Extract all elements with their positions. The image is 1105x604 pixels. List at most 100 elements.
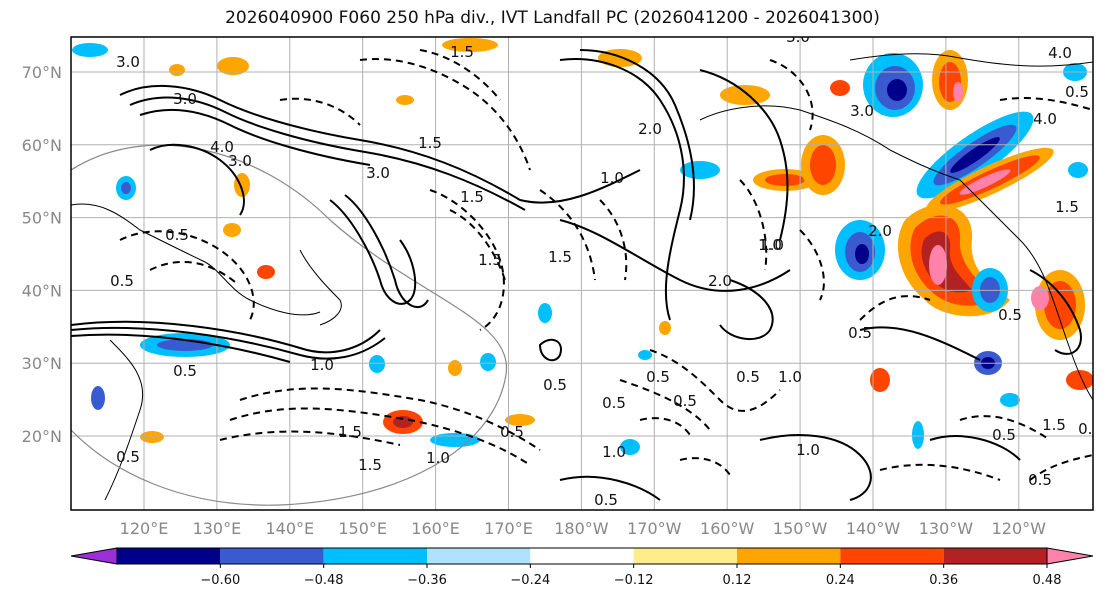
lon-label: 150°E bbox=[338, 519, 387, 538]
shade-blob bbox=[620, 439, 640, 455]
colorbar-tick-label: −0.48 bbox=[304, 573, 344, 588]
contour-label: 4.0 bbox=[1033, 110, 1057, 128]
contour-label: 4.0 bbox=[210, 138, 234, 156]
contour-label: 1.0 bbox=[426, 449, 450, 467]
contour-label: 1.5 bbox=[450, 43, 474, 61]
lon-label: 160°E bbox=[411, 519, 460, 538]
contour-label: 4.0 bbox=[1048, 44, 1072, 62]
colorbar-swatch bbox=[737, 548, 841, 564]
contour-label: 3.0 bbox=[366, 164, 390, 182]
shade-blob bbox=[538, 303, 552, 323]
contour-label: 1.0 bbox=[760, 236, 784, 254]
map-title: 2026040900 F060 250 hPa div., IVT Landfa… bbox=[225, 8, 880, 28]
contour-label: 0.5 bbox=[673, 392, 697, 410]
shade-blob bbox=[870, 368, 890, 392]
contour-label: 1.0 bbox=[310, 356, 334, 374]
colorbar-tick-label: −0.12 bbox=[614, 573, 654, 588]
shade-blob bbox=[1066, 370, 1093, 390]
lon-label: 170°W bbox=[627, 519, 682, 538]
lat-label-60n: 60°N bbox=[22, 136, 62, 155]
shade-blob bbox=[950, 137, 1000, 173]
contour-label: 1.5 bbox=[1055, 198, 1079, 216]
contour-label: 1.0 bbox=[778, 368, 802, 386]
lat-label-70n: 70°N bbox=[22, 63, 62, 82]
shade-blob bbox=[91, 386, 105, 410]
shade-blob bbox=[480, 353, 496, 371]
lon-label: 180°W bbox=[554, 519, 609, 538]
contour-label: 0.5 bbox=[1065, 83, 1089, 101]
contour-label: 0.5 bbox=[165, 226, 189, 244]
colorbar-tick-label: 0.24 bbox=[826, 573, 855, 588]
shade-blob bbox=[396, 95, 414, 105]
shade-blob bbox=[121, 182, 131, 194]
contour-label: 1.5 bbox=[338, 423, 362, 441]
colorbar-frame bbox=[116, 547, 1048, 565]
contour-label: 0.5 bbox=[998, 306, 1022, 324]
shade-blob bbox=[638, 350, 652, 360]
contour-label: 1.5 bbox=[358, 456, 382, 474]
contour-label: 0.5 bbox=[848, 324, 872, 342]
lat-label-20n: 20°N bbox=[22, 427, 62, 446]
colorbar-tick-label: −0.36 bbox=[407, 573, 447, 588]
shade-blob bbox=[257, 265, 275, 279]
shade-blob bbox=[953, 82, 963, 102]
colorbar-arrow-high bbox=[1046, 547, 1094, 565]
colorbar-swatch bbox=[840, 548, 944, 564]
contour-label: 1.0 bbox=[796, 441, 820, 459]
colorbar-tick-label: 0.48 bbox=[1033, 573, 1062, 588]
latitude-labels: 70°N 60°N 50°N 40°N 30°N 20°N bbox=[22, 63, 62, 446]
colorbar-arrow-low bbox=[70, 547, 118, 565]
lat-label-50n: 50°N bbox=[22, 209, 62, 228]
lon-label: 150°W bbox=[773, 519, 828, 538]
contour-label: 3.0 bbox=[116, 53, 140, 71]
contour-label: 3.0 bbox=[786, 28, 810, 46]
shade-blob bbox=[659, 321, 671, 335]
contour-label: 3.0 bbox=[173, 90, 197, 108]
lon-label: 130°E bbox=[193, 519, 242, 538]
contour-label: 0.5 bbox=[1078, 420, 1102, 438]
shade-blob bbox=[720, 85, 770, 105]
colorbar-tick-label: −0.24 bbox=[510, 573, 550, 588]
contour-label: 1.0 bbox=[600, 169, 624, 187]
shade-blob bbox=[217, 57, 249, 75]
lon-label: 140°E bbox=[265, 519, 314, 538]
shade-blob bbox=[223, 223, 241, 237]
lon-label: 170°E bbox=[484, 519, 533, 538]
colorbar-tick-label: 0.12 bbox=[723, 573, 752, 588]
graticule bbox=[71, 37, 1093, 510]
shade-blob bbox=[169, 64, 185, 76]
contour-label: 0.5 bbox=[173, 362, 197, 380]
colorbar-tick-label: −0.60 bbox=[200, 573, 240, 588]
shade-blob bbox=[887, 79, 907, 101]
polar-circle bbox=[71, 144, 508, 506]
map-frame bbox=[70, 36, 1094, 511]
contour-label: 0.5 bbox=[116, 448, 140, 466]
contour-label: 0.5 bbox=[1028, 471, 1052, 489]
colorbar: −0.60 −0.48 −0.36 −0.24 −0.12 0.12 0.24 0.36 0.4… bbox=[70, 547, 1094, 588]
contour-label: 1.0 bbox=[602, 443, 626, 461]
contour-label: 2.0 bbox=[708, 272, 732, 290]
lon-label: 120°E bbox=[120, 519, 169, 538]
colorbar-swatch bbox=[117, 548, 221, 564]
shade-blob bbox=[1068, 162, 1088, 178]
shade-blob bbox=[430, 433, 480, 447]
shade-blob bbox=[765, 174, 805, 186]
longitude-labels: 120°E 130°E 140°E 150°E 160°E 170°E 180°W 170°W… bbox=[120, 519, 1046, 538]
contour-label: 1.5 bbox=[1042, 416, 1066, 434]
contour-label: 0.5 bbox=[594, 491, 618, 509]
shade-blob bbox=[448, 360, 462, 376]
colorbar-swatch bbox=[323, 548, 427, 564]
contour-label: 1.5 bbox=[548, 248, 572, 266]
lat-label-40n: 40°N bbox=[22, 281, 62, 300]
contour-label: 0.5 bbox=[543, 376, 567, 394]
colorbar-tick-label: 0.36 bbox=[929, 573, 958, 588]
shade-blob bbox=[393, 416, 413, 428]
lon-label: 120°W bbox=[992, 519, 1047, 538]
shade-blob bbox=[140, 431, 164, 443]
shade-blob bbox=[855, 244, 869, 264]
lon-label: 130°W bbox=[919, 519, 974, 538]
colorbar-swatch bbox=[633, 548, 737, 564]
contour-label: 0.5 bbox=[602, 394, 626, 412]
shade-blob bbox=[1000, 393, 1020, 407]
